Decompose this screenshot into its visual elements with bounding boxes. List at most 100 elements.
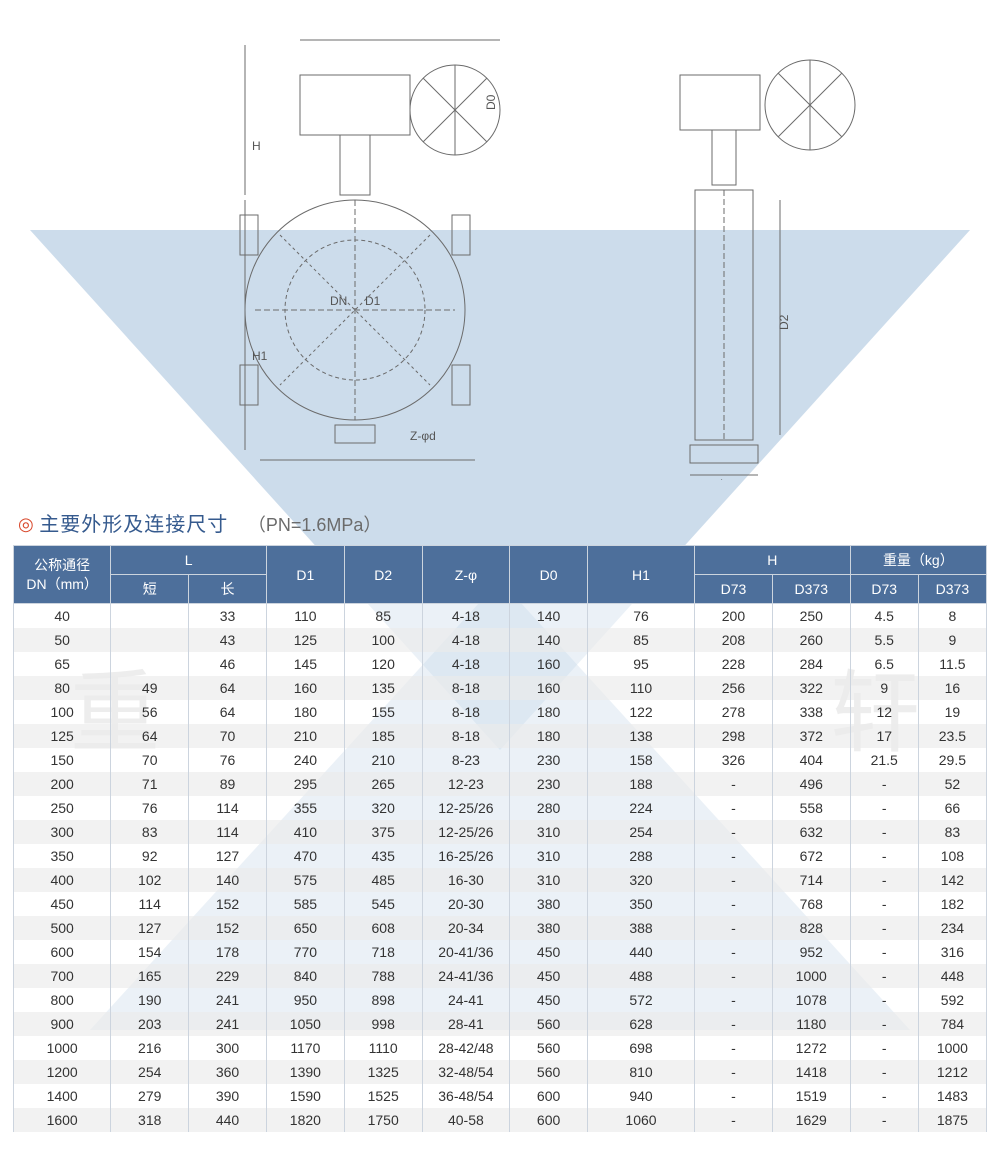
table-cell: 1390 <box>266 1060 344 1084</box>
valve-diagram-svg: H H1 DN D1 Z-φd D0 D2 L <box>0 20 1000 480</box>
table-cell <box>111 604 189 629</box>
table-cell: - <box>850 940 918 964</box>
table-cell: 135 <box>344 676 422 700</box>
table-cell: 56 <box>111 700 189 724</box>
dim-label-dn: DN <box>330 294 347 308</box>
table-cell: 600 <box>14 940 111 964</box>
table-cell: 70 <box>189 724 267 748</box>
table-cell: - <box>850 916 918 940</box>
table-cell: 560 <box>510 1012 588 1036</box>
table-cell: 80 <box>14 676 111 700</box>
table-cell: 485 <box>344 868 422 892</box>
table-cell: 700 <box>14 964 111 988</box>
table-cell: 788 <box>344 964 422 988</box>
table-cell: 200 <box>14 772 111 796</box>
table-cell: 1060 <box>588 1108 695 1132</box>
table-cell: 85 <box>588 628 695 652</box>
table-cell: - <box>695 940 773 964</box>
table-cell: 138 <box>588 724 695 748</box>
table-cell: 572 <box>588 988 695 1012</box>
table-cell: - <box>850 1036 918 1060</box>
table-cell: 127 <box>189 844 267 868</box>
table-cell: 558 <box>772 796 850 820</box>
table-cell: 320 <box>344 796 422 820</box>
dim-label-h1: H1 <box>252 349 268 363</box>
table-cell: 43 <box>189 628 267 652</box>
table-cell: - <box>695 844 773 868</box>
table-cell: 488 <box>588 964 695 988</box>
table-cell: 1078 <box>772 988 850 1012</box>
table-cell: - <box>850 868 918 892</box>
dimensions-table: 公称通径DN（mm）LD1D2Z-φD0H1H重量（kg） 短长D73D373D… <box>13 545 987 1132</box>
table-cell: 33 <box>189 604 267 629</box>
technical-diagram: H H1 DN D1 Z-φd D0 D2 L <box>0 0 1000 500</box>
table-header-cell: H1 <box>588 546 695 604</box>
table-cell: 185 <box>344 724 422 748</box>
table-cell: 400 <box>14 868 111 892</box>
table-cell: 350 <box>14 844 111 868</box>
table-cell: 9 <box>850 676 918 700</box>
table-cell: 1110 <box>344 1036 422 1060</box>
table-cell: 1820 <box>266 1108 344 1132</box>
table-cell: 178 <box>189 940 267 964</box>
table-cell: 940 <box>588 1084 695 1108</box>
table-cell: 320 <box>588 868 695 892</box>
table-cell: 672 <box>772 844 850 868</box>
table-cell: 300 <box>14 820 111 844</box>
table-cell: 19 <box>918 700 986 724</box>
table-cell: 165 <box>111 964 189 988</box>
table-subheader-cell: D73 <box>850 575 918 604</box>
table-cell: 152 <box>189 916 267 940</box>
table-cell: 229 <box>189 964 267 988</box>
table-cell: 182 <box>918 892 986 916</box>
table-row: 8049641601358-18160110256322916 <box>14 676 987 700</box>
table-cell: 316 <box>918 940 986 964</box>
table-cell: 1519 <box>772 1084 850 1108</box>
table-cell: 608 <box>344 916 422 940</box>
table-cell: 768 <box>772 892 850 916</box>
table-row: 10056641801558-181801222783381219 <box>14 700 987 724</box>
table-cell: 28-41 <box>422 1012 510 1036</box>
table-cell: 216 <box>111 1036 189 1060</box>
table-cell: 230 <box>510 772 588 796</box>
table-cell: 1590 <box>266 1084 344 1108</box>
table-header-cell: Z-φ <box>422 546 510 604</box>
table-cell: 784 <box>918 1012 986 1036</box>
table-cell: 4-18 <box>422 652 510 676</box>
table-cell: 326 <box>695 748 773 772</box>
table-cell: 375 <box>344 820 422 844</box>
table-subheader-cell: 短 <box>111 575 189 604</box>
table-cell: 1000 <box>918 1036 986 1060</box>
table-cell: 592 <box>918 988 986 1012</box>
table-cell: 4-18 <box>422 628 510 652</box>
table-cell: 140 <box>510 628 588 652</box>
table-cell: 500 <box>14 916 111 940</box>
table-cell: 310 <box>510 820 588 844</box>
table-cell: 190 <box>111 988 189 1012</box>
table-cell: - <box>850 796 918 820</box>
dim-label-d2: D2 <box>777 314 791 330</box>
table-cell: 32-48/54 <box>422 1060 510 1084</box>
dim-label-d0: D0 <box>484 94 498 110</box>
table-cell: - <box>850 1108 918 1132</box>
table-cell: 284 <box>772 652 850 676</box>
table-cell: 714 <box>772 868 850 892</box>
table-cell: 114 <box>111 892 189 916</box>
table-cell: 85 <box>344 604 422 629</box>
table-cell: 628 <box>588 1012 695 1036</box>
table-cell: 49 <box>111 676 189 700</box>
table-row: 40010214057548516-30310320-714-142 <box>14 868 987 892</box>
table-cell: 279 <box>111 1084 189 1108</box>
table-cell: 40-58 <box>422 1108 510 1132</box>
table-cell: 140 <box>189 868 267 892</box>
table-cell: 250 <box>772 604 850 629</box>
table-row: 45011415258554520-30380350-768-182 <box>14 892 987 916</box>
table-cell: 92 <box>111 844 189 868</box>
table-cell: 140 <box>510 604 588 629</box>
table-cell: 260 <box>772 628 850 652</box>
table-cell: 180 <box>510 700 588 724</box>
table-cell: 40 <box>14 604 111 629</box>
table-cell: - <box>850 892 918 916</box>
table-row: 12564702101858-181801382983721723.5 <box>14 724 987 748</box>
table-cell: 355 <box>266 796 344 820</box>
